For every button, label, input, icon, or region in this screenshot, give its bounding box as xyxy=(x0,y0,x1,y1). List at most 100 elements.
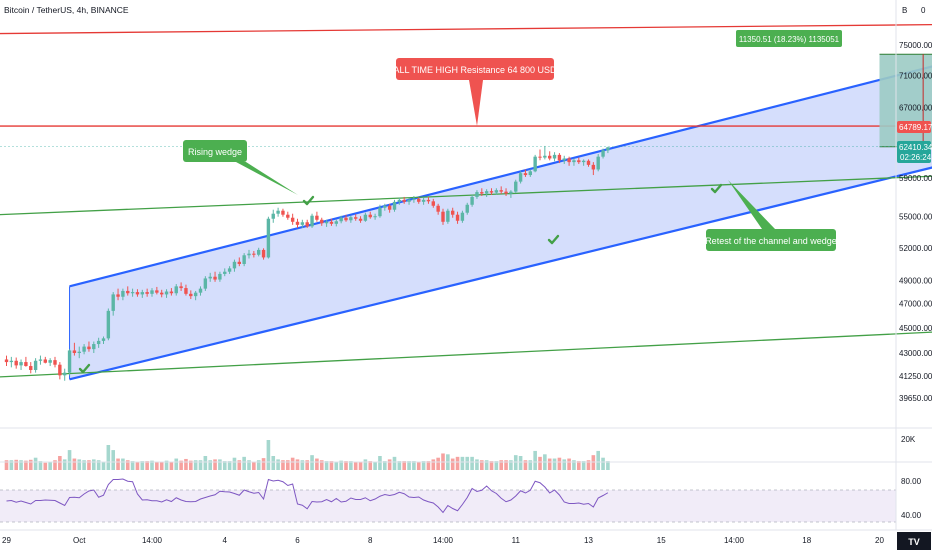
candle-body xyxy=(33,360,38,370)
scale-value[interactable]: 0 xyxy=(921,6,926,15)
time-tick-label: 20 xyxy=(875,536,884,545)
check-icon xyxy=(547,234,560,245)
candle-body xyxy=(329,221,334,224)
volume-bar xyxy=(601,457,605,470)
rsi-axis-label-40: 40.00 xyxy=(901,511,922,520)
price-tick-label: 45000.00 xyxy=(899,324,932,333)
candle-body xyxy=(169,291,174,294)
retest-callout[interactable]: Retest of the channel and wedge xyxy=(705,180,837,251)
candle-body xyxy=(315,215,319,220)
candle-body xyxy=(305,222,309,227)
candle-body xyxy=(489,191,494,193)
time-tick-label: Oct xyxy=(73,536,86,545)
volume-bar xyxy=(407,461,411,470)
volume-bar xyxy=(19,460,23,470)
resistance-callout[interactable]: ALL TIME HIGH Resistance 64 800 USD xyxy=(393,58,557,126)
candle-body xyxy=(223,271,227,274)
volume-bar xyxy=(484,460,489,470)
resistance-callout-text: ALL TIME HIGH Resistance 64 800 USD xyxy=(393,65,557,75)
volume-bar xyxy=(494,461,499,470)
volume-bar xyxy=(562,459,567,470)
volume-bar xyxy=(53,460,57,470)
volume-bar xyxy=(470,456,474,470)
volume-bar xyxy=(96,460,101,470)
volume-bar xyxy=(213,459,217,470)
scale-label[interactable]: B xyxy=(902,6,907,15)
volume-bar xyxy=(164,460,169,470)
candle-body xyxy=(174,286,178,294)
candle-body xyxy=(140,292,144,295)
wedge-callout-text: Rising wedge xyxy=(188,147,242,157)
volume-bar xyxy=(87,460,91,470)
candle-body xyxy=(552,154,557,159)
candle-body xyxy=(431,201,435,206)
volume-bar xyxy=(421,461,426,470)
volume-bar xyxy=(121,458,125,470)
volume-bar xyxy=(450,458,455,470)
red-trendline-2 xyxy=(0,23,932,35)
candle-body xyxy=(19,362,23,366)
volume-bar xyxy=(130,461,135,470)
candle-body xyxy=(286,214,290,218)
volume-bar xyxy=(67,450,72,470)
candles-layer xyxy=(4,145,610,381)
countdown-text: 02:26:24 xyxy=(900,153,932,162)
time-tick-label: 18 xyxy=(802,536,811,545)
candle-body xyxy=(480,192,484,194)
volume-bar xyxy=(349,461,353,470)
last-price-tag: 62410.34 02:26:24 xyxy=(897,141,932,163)
price-tick-label: 67000.00 xyxy=(899,103,932,112)
candle-body xyxy=(572,160,576,163)
tradingview-logo[interactable]: TV xyxy=(897,532,931,550)
candle-body xyxy=(106,310,111,339)
volume-bar xyxy=(150,460,154,470)
price-tick-label: 43000.00 xyxy=(899,349,932,358)
candle-body xyxy=(504,191,508,194)
channel-fill xyxy=(69,66,932,380)
candle-body xyxy=(562,158,566,161)
volume-bar xyxy=(581,461,586,470)
price-tick-label: 55000.00 xyxy=(899,213,932,222)
candle-body xyxy=(281,210,285,215)
symbol-title[interactable]: Bitcoin / TetherUS, 4h, BINANCE xyxy=(4,5,129,15)
check-icon xyxy=(302,195,315,206)
volume-bar xyxy=(281,460,285,470)
candle-body xyxy=(227,268,232,272)
wedge-callout[interactable]: Rising wedge xyxy=(183,140,298,195)
candle-body xyxy=(38,359,43,361)
volume-bar xyxy=(504,460,508,470)
candle-body xyxy=(451,210,455,215)
volume-bar xyxy=(591,455,596,470)
volume-bar xyxy=(295,459,300,470)
candle-body xyxy=(155,290,159,293)
rsi-layer xyxy=(0,478,896,523)
target-label[interactable]: 11350.51 (18.23%) 1135051 xyxy=(736,30,842,47)
candle-body xyxy=(339,217,343,222)
price-tick-label: 49000.00 xyxy=(899,277,932,286)
candle-body xyxy=(96,340,101,345)
time-tick-label: 14:00 xyxy=(433,536,454,545)
check-icon xyxy=(710,183,723,194)
last-price-text: 62410.34 xyxy=(899,143,932,152)
price-axis[interactable]: 75000.00 71000.00 67000.00 59000.00 55000.00… xyxy=(899,41,932,403)
candle-body xyxy=(538,156,542,158)
candle-body xyxy=(543,155,547,158)
candle-body xyxy=(465,204,469,213)
volume-bar xyxy=(606,461,610,470)
candle-body xyxy=(557,154,562,161)
retest-callout-text: Retest of the channel and wedge xyxy=(705,236,837,246)
volume-bar xyxy=(208,460,212,470)
candle-body xyxy=(373,216,377,218)
green-trendline-1 xyxy=(0,331,932,378)
volume-bar xyxy=(586,460,591,470)
candle-body xyxy=(470,196,474,205)
volume-bar xyxy=(436,457,440,470)
volume-bar xyxy=(455,456,460,470)
candle-body xyxy=(417,198,421,202)
price-tick-label: 75000.00 xyxy=(899,41,932,50)
volume-bar xyxy=(135,461,140,470)
candle-body xyxy=(426,199,431,202)
